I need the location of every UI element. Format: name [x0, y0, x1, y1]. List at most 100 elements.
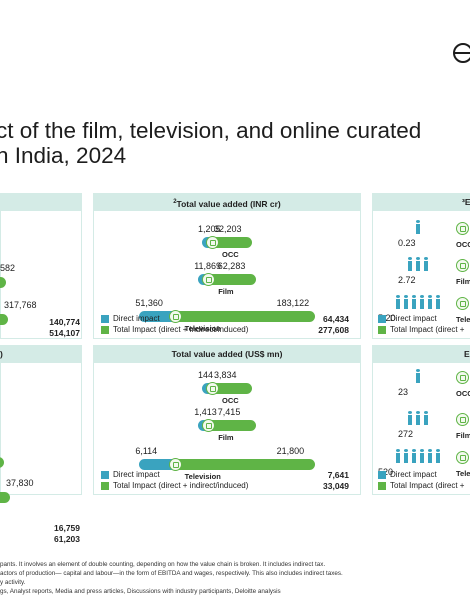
person-icon [428, 295, 432, 309]
value-label: 582 [0, 263, 16, 273]
legend-swatch [378, 326, 386, 334]
category-label: Televis [456, 469, 470, 478]
person-icon [416, 257, 420, 271]
category-icon [456, 259, 469, 272]
direct-total-value: 16,759 [54, 523, 80, 533]
direct-value-label: 51,360 [135, 298, 163, 308]
chart-panel-inr: 2Total value added (INR cr) 1,205 32,203 O… [93, 193, 361, 339]
person-icon [416, 411, 420, 425]
person-icon [412, 449, 416, 463]
value-label: 23 [398, 387, 409, 397]
category-label: Television [184, 472, 221, 481]
film-category-icon [202, 273, 216, 286]
person-icon [404, 295, 408, 309]
total-bar-occ [212, 237, 252, 248]
panel-border [0, 345, 82, 495]
total-value-label: 62,283 [217, 261, 246, 271]
legend-label: Direct impact [113, 314, 160, 323]
person-icon [412, 295, 416, 309]
person-icon [428, 449, 432, 463]
right-top-panel: ³E 0.23 OCC 2.72 Film 5.20 Televis Direct impa… [372, 193, 470, 339]
footnote: gs, Analyst reports, Media and press art… [0, 588, 281, 595]
total-bar [0, 314, 8, 325]
legend-swatch [101, 326, 109, 334]
panel-header [0, 193, 82, 211]
direct-value-label: 1,205 [198, 224, 221, 234]
page-title: ct of the film, television, and online c… [0, 118, 421, 168]
footnote: pants. It involves an element of double … [0, 561, 326, 568]
television-category-icon [168, 310, 182, 323]
legend-swatch [378, 315, 386, 323]
total-bar [0, 492, 10, 503]
value-label: 2.72 [398, 275, 416, 285]
total-value-label: 183,122 [276, 298, 310, 308]
right-bottom-panel: E 23OCC272Film520TelevisDirect impactTot… [372, 345, 470, 495]
panel-header: E [372, 345, 470, 363]
occ-category-icon [206, 382, 219, 395]
direct-value-label: 11,869 [194, 261, 222, 271]
legend-label: Total Impact (direct + [390, 481, 465, 490]
page-title-line1: ct of the film, television, and online c… [0, 118, 422, 143]
footnote: actors of production— capital and labour… [0, 570, 343, 577]
person-icon [436, 295, 440, 309]
panel-header: ) [0, 345, 82, 363]
total-value-label: 21,800 [276, 446, 305, 456]
chart-title: 2Total value added (INR cr) [93, 193, 361, 211]
category-label: Film [456, 277, 470, 286]
television-category-icon [168, 458, 182, 471]
direct-value-label: 6,114 [135, 446, 158, 456]
total-value-label: 3,834 [214, 370, 237, 380]
left-bottom-panel: ) 37,830 [0, 345, 82, 503]
category-icon [456, 413, 469, 426]
total-bar-film [208, 420, 256, 431]
category-icon [456, 451, 469, 464]
chart-panel-usd: Total value added (US$ mn) 144 3,834 OCC 1,… [93, 345, 361, 495]
person-icon [396, 295, 400, 309]
legend-label: Total Impact (direct + [390, 325, 465, 334]
value-label: 0.23 [398, 238, 416, 248]
legend-swatch [101, 315, 109, 323]
category-icon [456, 222, 469, 235]
value-label: 272 [398, 429, 414, 439]
category-icon [456, 371, 469, 384]
category-label: Television [184, 324, 221, 333]
total-value-label: 32,203 [214, 224, 242, 234]
legend-swatch [101, 482, 109, 490]
person-icon [396, 449, 400, 463]
person-icon [436, 449, 440, 463]
category-label: OCC [456, 240, 470, 249]
legend-swatch [101, 471, 109, 479]
total-bar-television [174, 311, 315, 322]
value-label: 5.20 [378, 313, 396, 323]
person-icon [416, 220, 420, 234]
total-bar [0, 457, 4, 468]
chart-title: Total value added (US$ mn) [93, 345, 361, 363]
total-bar-film [208, 274, 256, 285]
legend-label: Total Impact (direct + indirect/induced) [113, 481, 249, 490]
legend-value: 33,049 [323, 481, 349, 491]
total-value-label: 7,415 [217, 407, 241, 417]
occ-category-icon [206, 236, 219, 249]
legend-value: 7,641 [327, 470, 349, 480]
footnote: y activity. [0, 579, 26, 586]
total-impact-value: 514,107 [49, 328, 80, 338]
panel-header: ³E [372, 193, 470, 211]
chart-title-superscript: 2 [173, 199, 177, 205]
person-icon [416, 369, 420, 383]
person-icon [424, 411, 428, 425]
category-label: Film [218, 287, 234, 296]
person-icon [408, 411, 412, 425]
direct-total-value: 140,774 [49, 317, 80, 327]
person-icon [420, 449, 424, 463]
category-label: OCC [222, 250, 239, 259]
page-title-line2: n India, 2024 [0, 143, 127, 168]
category-label: OCC [222, 396, 239, 405]
legend-label: Total Impact (direct + indirect/induced) [113, 325, 249, 334]
value-label: 317,768 [4, 300, 37, 310]
category-label: Film [218, 433, 234, 442]
category-label: OCC [456, 389, 470, 398]
total-impact-value: 61,203 [54, 534, 80, 544]
total-bar-occ [212, 383, 252, 394]
person-icon [420, 295, 424, 309]
category-label: Televis [456, 315, 470, 324]
